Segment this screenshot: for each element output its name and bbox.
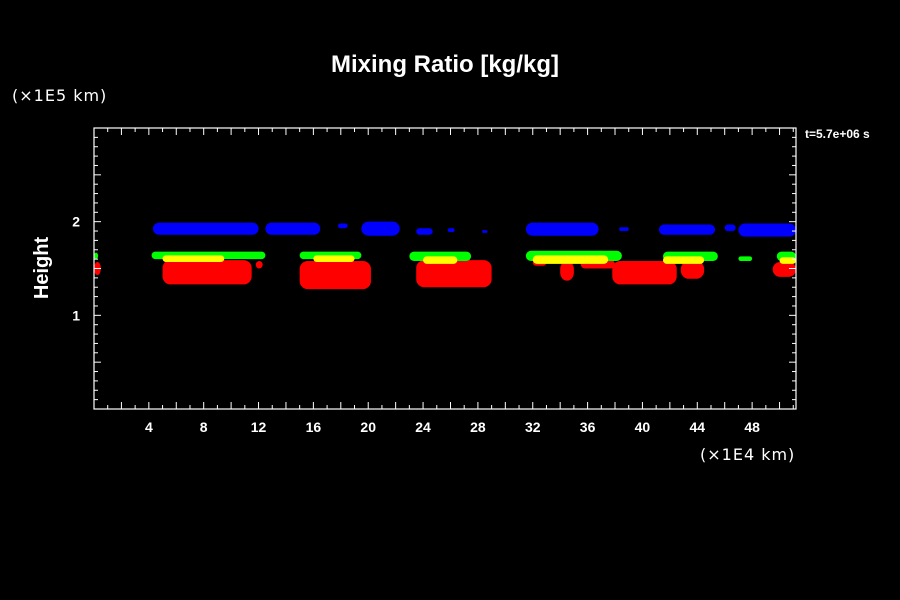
red-patch-9 [680,261,705,279]
yellow-patch-4 [663,256,705,264]
green-patch-6 [738,256,753,262]
green-patch-0 [94,252,99,260]
y-tick-label: 1 [72,307,80,323]
blue-patch-7 [525,222,599,236]
y-tick-label: 2 [72,214,80,230]
yellow-patch-2 [423,256,458,264]
blue-patch-8 [619,227,629,232]
x-unit-label: (×1E4 km) [700,445,795,464]
y-axis-label: Height [31,237,53,300]
time-label: t=5.7e+06 s [805,127,870,141]
blue-patch-11 [738,223,796,237]
red-patch-4 [416,260,492,288]
yellow-patch-3 [532,255,609,264]
x-tick-label: 20 [360,419,376,435]
blue-patch-1 [265,222,321,235]
chart-title: Mixing Ratio [kg/kg] [331,51,559,78]
x-tick-label: 36 [580,419,596,435]
x-tick-label: 44 [689,419,705,435]
red-patch-1 [162,260,252,285]
x-tick-label: 8 [200,419,208,435]
yellow-patch-1 [313,255,355,262]
x-tick-label: 32 [525,419,541,435]
y-unit-label: (×1E5 km) [12,86,107,105]
blue-patch-2 [338,223,348,229]
red-patch-3 [299,261,371,290]
blue-patch-5 [447,228,455,232]
x-tick-label: 28 [470,419,486,435]
blue-patch-9 [658,224,716,235]
blue-patch-10 [724,224,736,232]
yellow-patch-5 [779,257,796,264]
plot-area [94,221,796,290]
red-patch-10 [772,261,796,277]
yellow-patch-0 [162,255,225,262]
red-patch-8 [612,261,677,285]
red-patch-6 [560,261,574,281]
x-tick-label: 24 [415,419,431,435]
blue-patch-6 [482,230,488,233]
blue-patch-0 [152,222,259,235]
blue-patch-4 [416,228,433,235]
blue-patch-3 [361,221,400,236]
x-tick-label: 48 [744,419,760,435]
x-tick-label: 4 [145,419,153,435]
red-patch-2 [255,261,263,269]
x-tick-label: 12 [251,419,267,435]
x-tick-label: 40 [635,419,651,435]
x-tick-label: 16 [306,419,322,435]
